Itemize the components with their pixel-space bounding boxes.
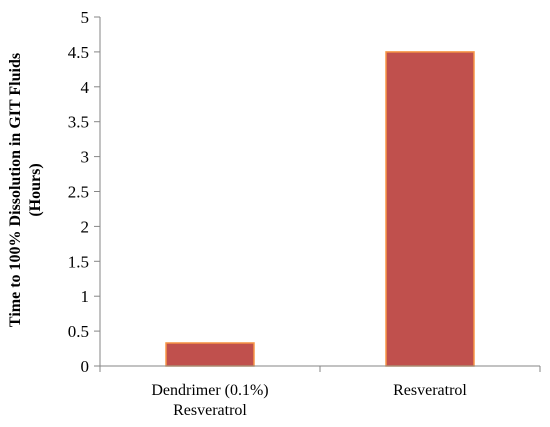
axes xyxy=(94,16,541,372)
x-tick-labels: Dendrimer (0.1%) Resveratrol Resveratrol xyxy=(151,382,467,419)
y-tick-labels: 0 0.5 1 1.5 2 2.5 3 3.5 4 4.5 5 xyxy=(68,8,90,376)
y-tick-label-7: 3.5 xyxy=(68,113,89,132)
y-tick-label-8: 4 xyxy=(81,78,90,97)
y-tick-label-0: 0 xyxy=(81,357,90,376)
bar-1 xyxy=(385,51,475,367)
bars xyxy=(165,51,475,367)
y-tick-label-5: 2.5 xyxy=(68,183,89,202)
y-axis-title-line-1: Time to 100% Dissolution in GIT Fluids xyxy=(7,53,24,327)
bar-0 xyxy=(165,342,255,367)
y-tick-label-3: 1.5 xyxy=(68,252,89,271)
y-axis-title: Time to 100% Dissolution in GIT Fluids (… xyxy=(7,53,44,327)
y-tick-label-2: 1 xyxy=(81,287,90,306)
y-tick-label-9: 4.5 xyxy=(68,43,89,62)
x-tick-label-1-line-0: Resveratrol xyxy=(393,382,467,399)
y-tick-label-4: 2 xyxy=(81,217,90,236)
x-tick-label-0-line-1: Resveratrol xyxy=(173,402,247,419)
y-tick-label-1: 0.5 xyxy=(68,322,89,341)
x-tick-label-0-line-0: Dendrimer (0.1%) xyxy=(151,382,268,399)
y-tick-label-10: 5 xyxy=(81,8,90,27)
y-axis-title-line-2: (Hours) xyxy=(27,163,44,216)
y-tick-label-6: 3 xyxy=(81,148,90,167)
